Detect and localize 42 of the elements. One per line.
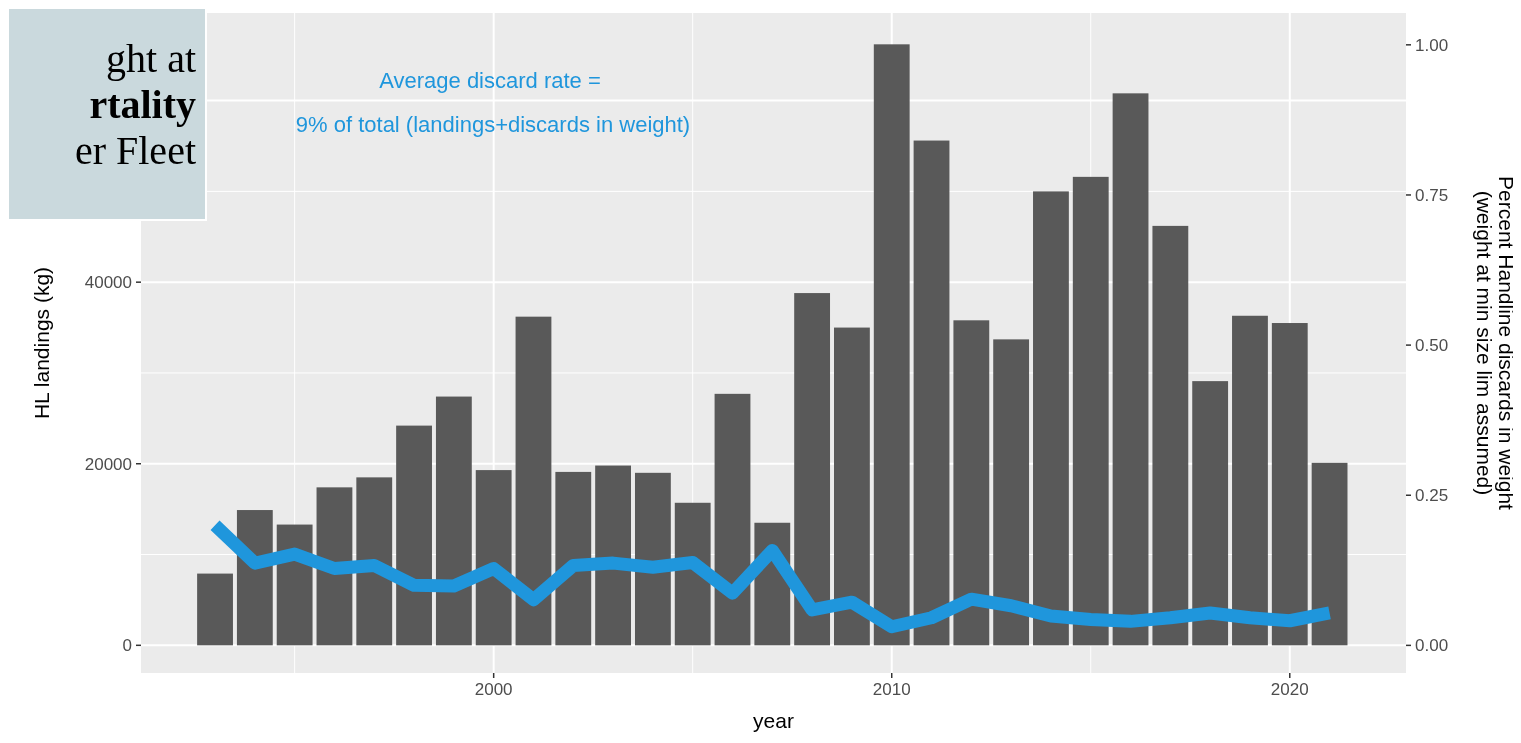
bar [356,477,393,646]
bar [794,293,831,646]
annotation: ght at [106,36,196,81]
x-axis-title: year [753,709,794,732]
bar [993,339,1030,646]
bar [1112,93,1149,646]
bar [1232,315,1268,646]
bar [1311,462,1348,646]
y2-tick-label: 0.00 [1415,636,1449,656]
annotation: Average discard rate = [379,68,601,93]
y-axis-title: HL landings (kg) [30,266,53,420]
y2-tick-label: 1.00 [1415,35,1449,55]
bar [396,425,432,646]
y2-tick-label: 0.25 [1415,486,1449,506]
bar [475,470,512,646]
bar [714,393,751,646]
annotation: er Fleet [74,128,196,173]
y-tick-label: 20000 [84,454,132,474]
bar [1152,225,1189,646]
y2-tick-label: 0.75 [1415,185,1449,205]
x-tick-label: 2010 [872,680,911,699]
bar [1072,176,1109,646]
bar [555,471,592,646]
bar [1271,323,1308,646]
x-tick-label: 2000 [474,680,513,699]
bar [515,316,552,646]
y-tick-label: 0 [122,636,132,656]
x-tick-label: 2020 [1270,680,1309,699]
y-tick-label: 40000 [84,273,132,293]
annotation: 9% of total (landings+discards in weight) [295,112,691,137]
y2-tick-label: 0.50 [1415,336,1449,356]
bar [873,44,910,646]
bar [634,472,671,646]
bar [953,320,990,646]
bar [834,327,870,646]
bar [435,396,472,646]
bar [595,465,631,646]
bar [1033,191,1069,646]
bar [1192,381,1229,646]
annotation: rtality [89,82,196,127]
bar [913,140,950,646]
bar [197,573,233,646]
